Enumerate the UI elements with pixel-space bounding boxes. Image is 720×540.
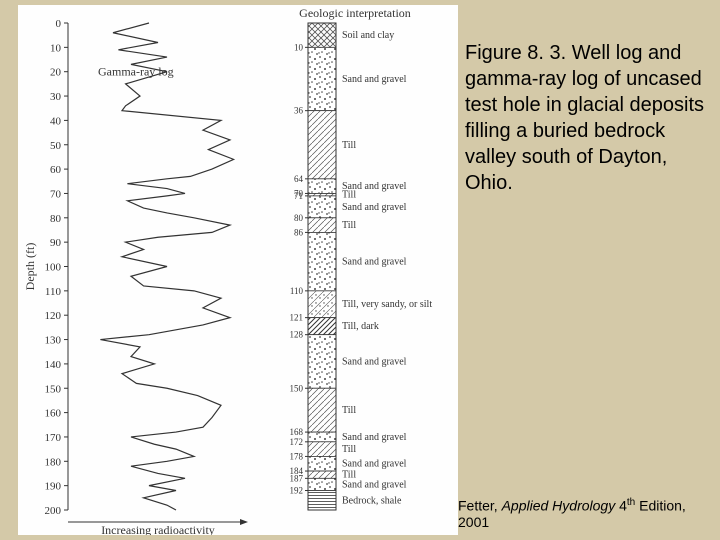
svg-text:Soil and clay: Soil and clay <box>342 30 394 41</box>
y-axis: 0 10 20 30 40 50 60 70 80 90 100 110 120 130 140 150 160… <box>23 18 68 517</box>
svg-text:Sand and gravel: Sand and gravel <box>342 459 407 470</box>
svg-text:140: 140 <box>45 359 62 371</box>
svg-text:80: 80 <box>294 213 304 223</box>
svg-text:Sand and gravel: Sand and gravel <box>342 432 407 443</box>
svg-text:160: 160 <box>45 408 62 420</box>
svg-text:70: 70 <box>50 188 62 200</box>
citation-author: Fetter, <box>458 498 502 514</box>
svg-text:10: 10 <box>294 42 304 52</box>
svg-text:Till, very sandy, or silt: Till, very sandy, or silt <box>342 299 432 310</box>
stratigraphic-column: 1036647071808611012112815016817217818418… <box>290 23 337 510</box>
svg-text:190: 190 <box>45 481 62 493</box>
svg-text:40: 40 <box>50 115 62 127</box>
svg-text:Till, dark: Till, dark <box>342 321 379 332</box>
svg-text:Till: Till <box>342 190 356 201</box>
svg-text:Gamma-ray log: Gamma-ray log <box>98 65 174 79</box>
citation-ed-sup: th <box>627 497 635 508</box>
svg-text:0: 0 <box>56 18 62 30</box>
svg-text:Sand and gravel: Sand and gravel <box>342 202 407 213</box>
svg-text:71: 71 <box>294 191 303 201</box>
svg-text:110: 110 <box>290 286 304 296</box>
svg-text:64: 64 <box>294 174 304 184</box>
svg-text:50: 50 <box>50 140 62 152</box>
citation-ed-pre: 4 <box>615 498 627 514</box>
svg-text:110: 110 <box>45 286 62 298</box>
svg-text:60: 60 <box>50 164 62 176</box>
svg-text:120: 120 <box>45 310 62 322</box>
figure-area: 0 10 20 30 40 50 60 70 80 90 100 110 120 130 140 150 160… <box>18 5 458 535</box>
svg-text:36: 36 <box>294 106 304 116</box>
svg-text:10: 10 <box>50 42 62 54</box>
well-log-svg: 0 10 20 30 40 50 60 70 80 90 100 110 120 130 140 150 160… <box>18 5 458 535</box>
headers: Geologic interpretation <box>299 6 411 20</box>
svg-text:100: 100 <box>45 262 62 274</box>
figure-caption: Figure 8. 3. Well log and gamma-ray log … <box>465 40 705 196</box>
svg-text:150: 150 <box>290 383 304 393</box>
svg-text:187: 187 <box>290 473 304 483</box>
svg-text:Geologic interpretation: Geologic interpretation <box>299 6 411 20</box>
svg-text:150: 150 <box>45 383 62 395</box>
svg-text:168: 168 <box>290 427 304 437</box>
citation-title: Applied Hydrology <box>502 498 616 514</box>
svg-text:172: 172 <box>290 437 304 447</box>
svg-text:180: 180 <box>45 456 62 468</box>
lithology-labels: Soil and claySand and gravelTillSand and… <box>342 30 432 506</box>
svg-text:121: 121 <box>290 313 304 323</box>
svg-text:Bedrock, shale: Bedrock, shale <box>342 495 402 506</box>
svg-text:Till: Till <box>342 140 356 151</box>
svg-text:128: 128 <box>290 330 304 340</box>
svg-text:178: 178 <box>290 451 304 461</box>
svg-text:Till: Till <box>342 220 356 231</box>
svg-text:80: 80 <box>50 213 62 225</box>
svg-text:30: 30 <box>50 91 62 103</box>
svg-text:192: 192 <box>290 486 304 496</box>
svg-text:Sand and gravel: Sand and gravel <box>342 479 407 490</box>
svg-text:20: 20 <box>50 67 62 79</box>
svg-text:200: 200 <box>45 505 62 517</box>
svg-text:130: 130 <box>45 335 62 347</box>
svg-text:Sand and gravel: Sand and gravel <box>342 356 407 367</box>
gamma-ray-log: Increasing radioactivity Gamma-ray log <box>68 23 248 535</box>
citation: Fetter, Applied Hydrology 4th Edition, 2… <box>458 497 720 530</box>
svg-text:Sand and gravel: Sand and gravel <box>342 74 407 85</box>
svg-text:170: 170 <box>45 432 62 444</box>
svg-text:Till: Till <box>342 444 356 455</box>
svg-text:86: 86 <box>294 227 304 237</box>
svg-text:Till: Till <box>342 405 356 416</box>
svg-text:Depth (ft): Depth (ft) <box>23 243 37 291</box>
svg-text:Sand and gravel: Sand and gravel <box>342 257 407 268</box>
svg-text:90: 90 <box>50 237 62 249</box>
svg-text:Increasing radioactivity: Increasing radioactivity <box>101 523 215 535</box>
